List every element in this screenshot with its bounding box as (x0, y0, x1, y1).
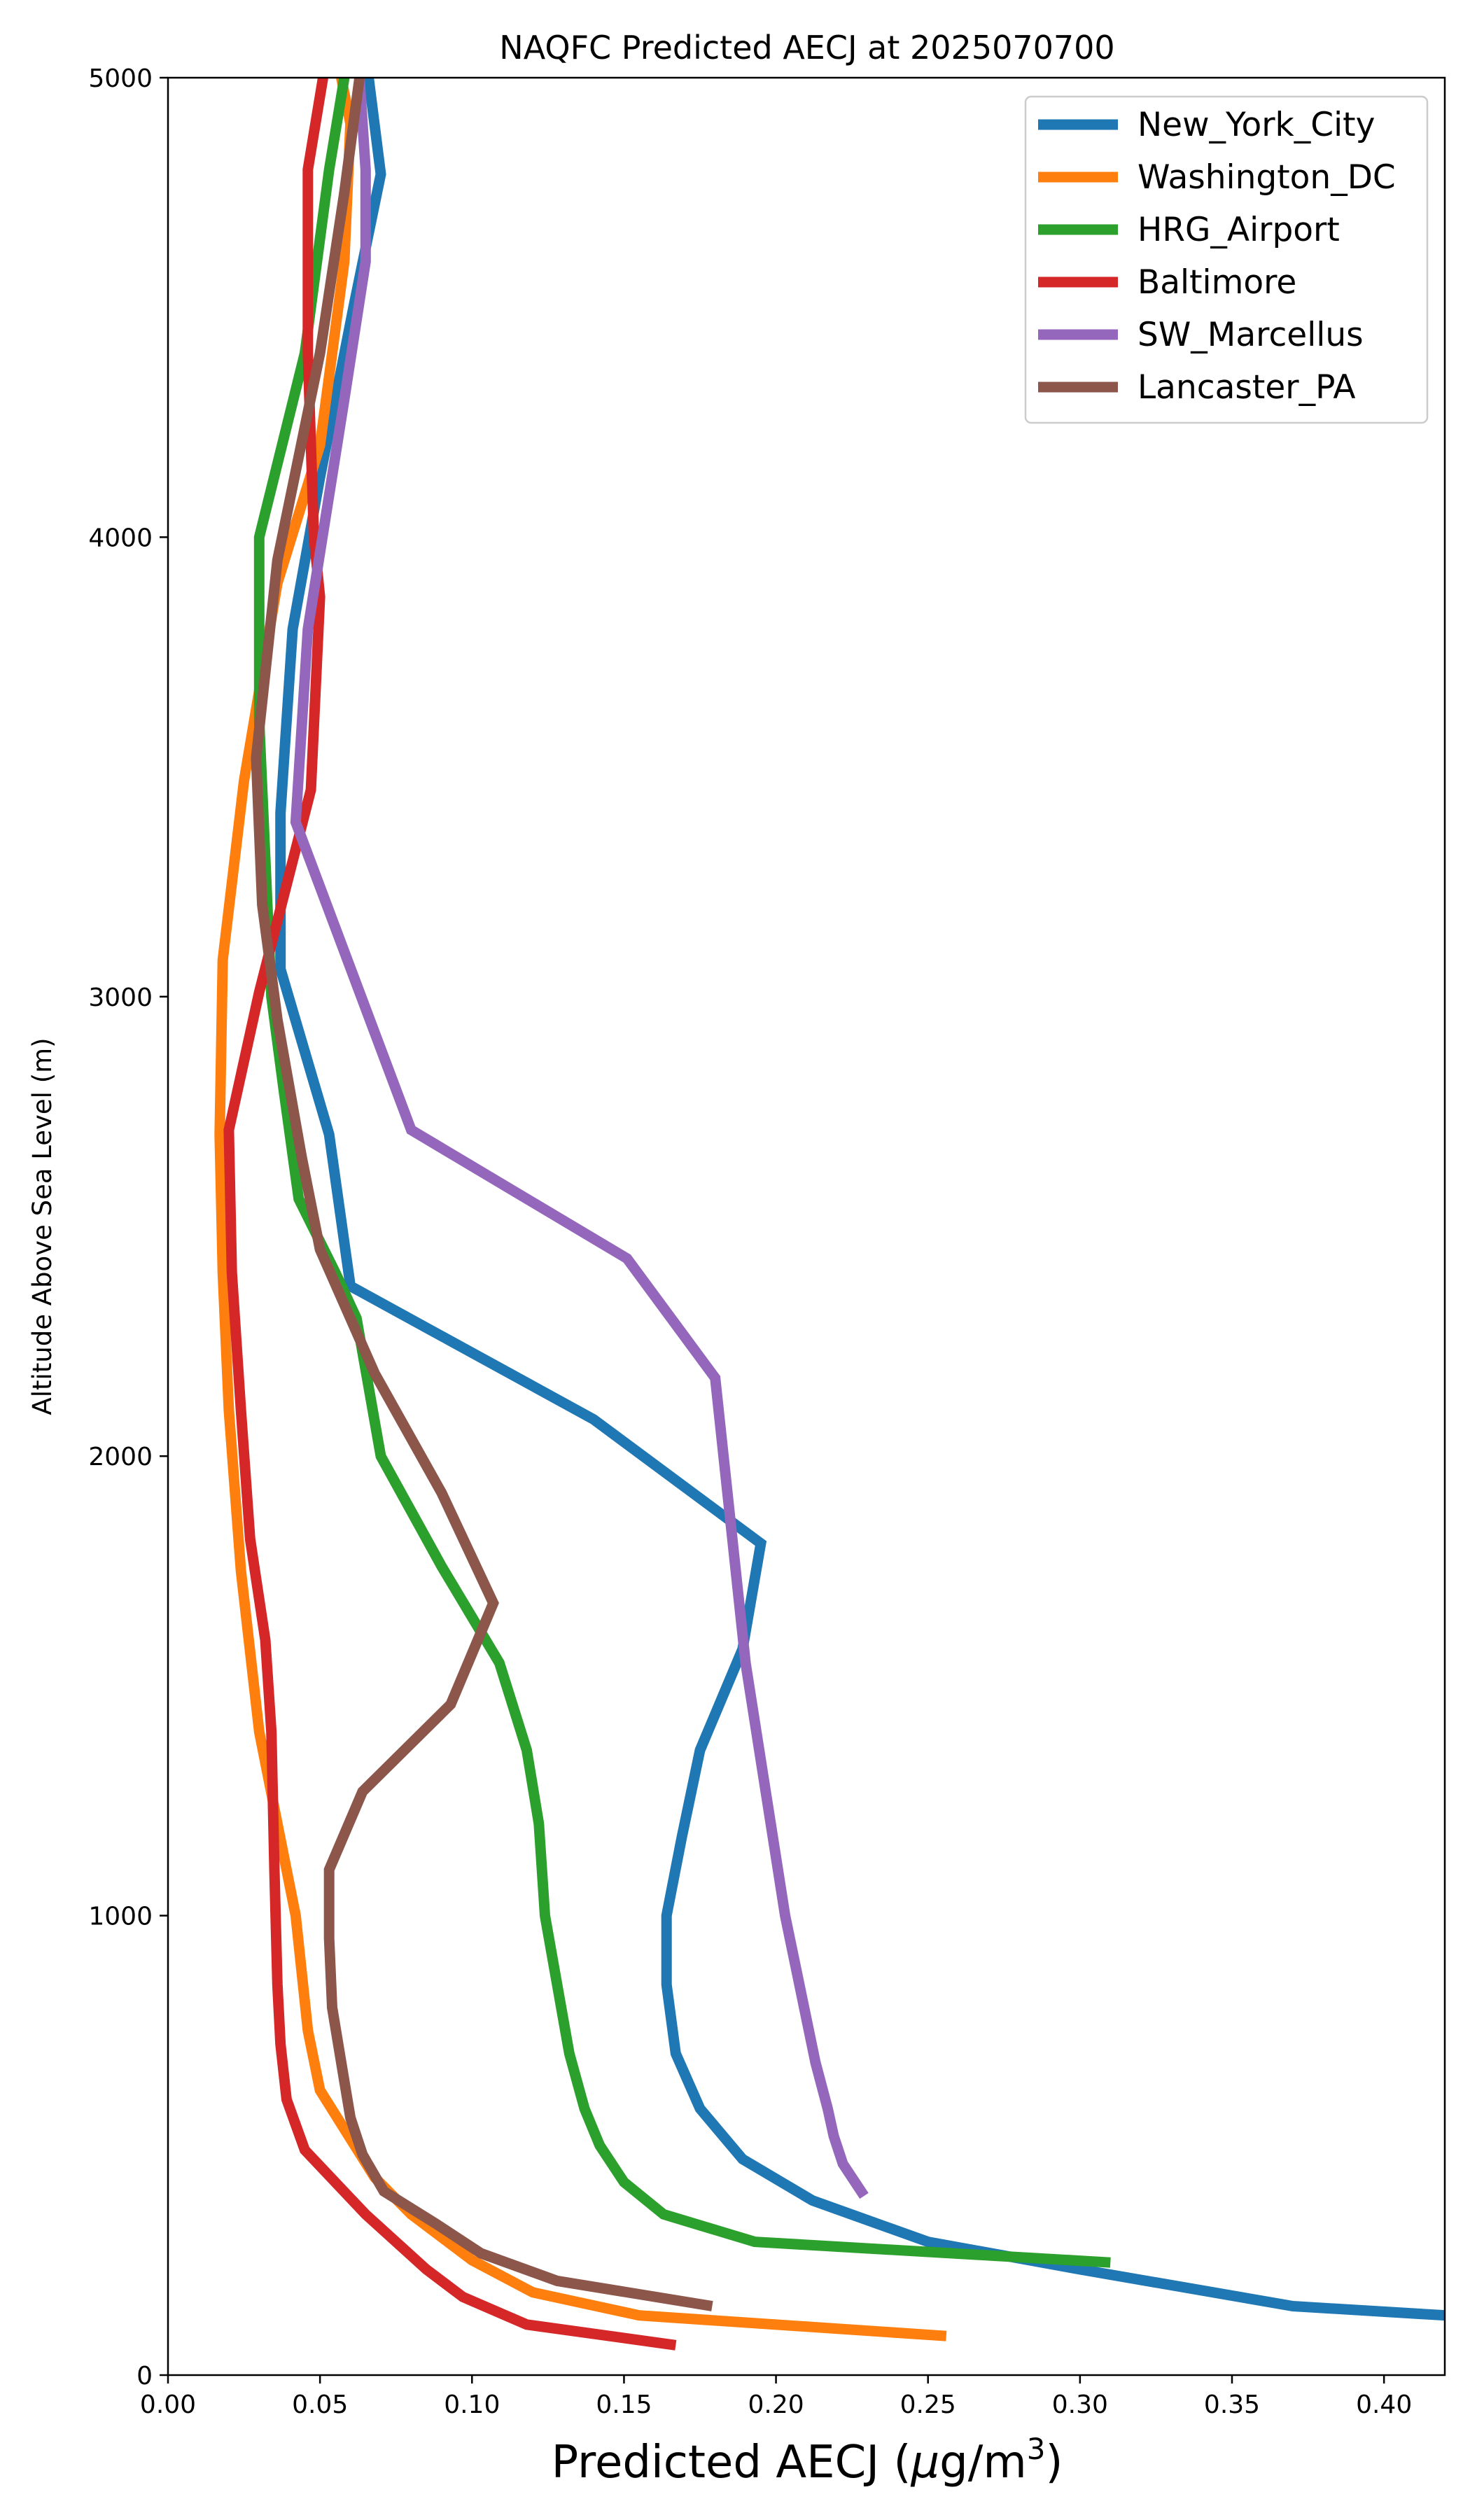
y-axis-label: Altitude Above Sea Level (m) (27, 1037, 57, 1415)
x-axis: 0.00 0.05 0.10 0.15 0.20 0.25 0.30 0.35 0.40 (140, 2375, 1412, 2419)
x-tick-label: 0.05 (292, 2390, 348, 2419)
y-tick-label: 2000 (88, 1443, 153, 1471)
x-tick-label: 0.10 (444, 2390, 500, 2419)
y-tick-label: 0 (136, 2362, 153, 2390)
legend-label: Lancaster_PA (1138, 368, 1356, 407)
x-tick-label: 0.15 (596, 2390, 652, 2419)
series-line-lancaster-pa (251, 78, 713, 2311)
x-axis-label: Predicted AECJ (μg/m3) (552, 2432, 1063, 2488)
legend-label: New_York_City (1138, 106, 1375, 144)
series-line-new-york-city (275, 78, 1445, 2321)
plot-frame (167, 76, 1446, 2376)
y-tick-label: 3000 (88, 983, 153, 1012)
series-line-sw-marcellus (290, 78, 869, 2199)
legend-box (1024, 95, 1429, 424)
y-tick-label: 5000 (88, 64, 153, 93)
x-tick-label: 0.00 (140, 2390, 196, 2419)
legend-label: Washington_DC (1138, 158, 1396, 197)
chart-title: NAQFC Predicted AECJ at 2025070700 (499, 29, 1114, 66)
x-tick-label: 0.35 (1204, 2390, 1260, 2419)
x-tick-label: 0.40 (1356, 2390, 1412, 2419)
x-tick-label: 0.20 (748, 2390, 804, 2419)
x-tick-label: 0.30 (1052, 2390, 1108, 2419)
legend: New_York_City Washington_DC HRG_Airport Bal… (1024, 95, 1429, 424)
y-tick-label: 4000 (88, 524, 153, 552)
legend-label: HRG_Airport (1138, 211, 1340, 249)
series-layer (214, 78, 1445, 2351)
legend-label: SW_Marcellus (1138, 316, 1364, 354)
plot-area (214, 78, 1445, 2351)
x-tick-label: 0.25 (900, 2390, 956, 2419)
legend-label: Baltimore (1138, 263, 1296, 302)
y-tick-label: 1000 (88, 1903, 153, 1931)
series-line-washington-dc (214, 78, 947, 2342)
y-axis: 0 1000 2000 3000 4000 5000 (88, 64, 168, 2390)
